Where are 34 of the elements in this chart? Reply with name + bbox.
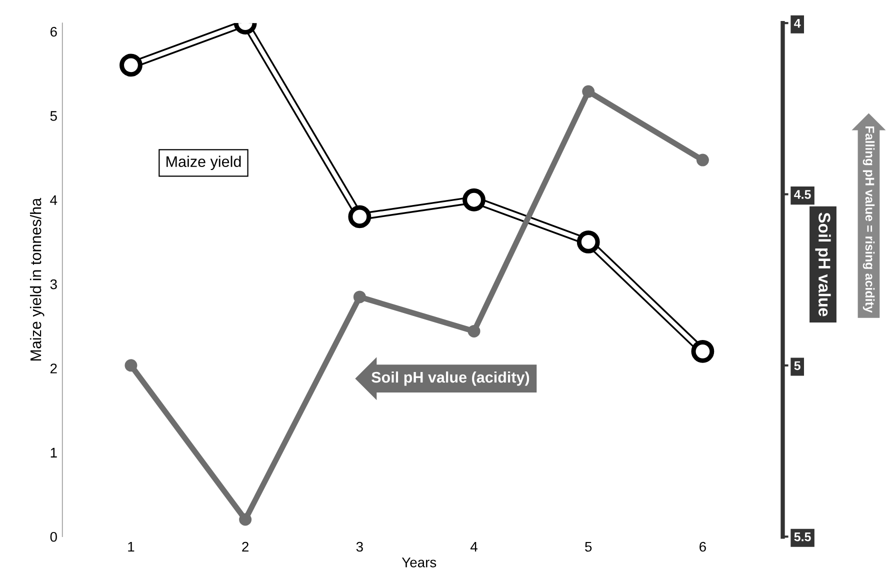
point [239,513,252,526]
point [124,359,138,372]
x-tick-label: 4 [470,542,478,552]
y-tick-label: 0 [50,532,57,542]
text: Soil pH value (acidity) [372,371,530,386]
x-tick-label: 5 [585,542,592,552]
y2-tick-label: 5 [794,361,800,370]
point [468,324,480,338]
point [348,205,372,228]
text: Falling pH value = rising acidity [862,126,875,313]
point [696,154,709,166]
point [576,230,600,254]
x-tick-label: 1 [128,542,134,552]
y-tick-label: 6 [50,26,57,37]
x-tick-label: 6 [700,542,706,552]
point [582,85,595,98]
y-tick-label: 4 [50,195,58,205]
y-tick-label: 3 [50,279,57,290]
point [462,188,486,212]
y2-tick-label: 4 [794,19,801,28]
y2-tick-label: 5.5 [794,532,811,542]
y-tick-label: 2 [50,364,57,374]
y2-axis-title: Soil pH value [815,212,831,316]
x-axis-title: Years [402,558,436,568]
y-tick-label: 5 [50,111,57,121]
y2-tick-label: 4.5 [794,190,811,199]
x-tick-label: 3 [356,542,363,552]
point [120,54,142,77]
text: Maize yield [166,156,241,170]
x-tick-label: 2 [242,542,248,552]
point [691,340,714,363]
y-tick-label: 1 [50,448,57,458]
y-axis-title: Maize yield in tonnes/ha [30,198,44,361]
point [353,290,366,304]
